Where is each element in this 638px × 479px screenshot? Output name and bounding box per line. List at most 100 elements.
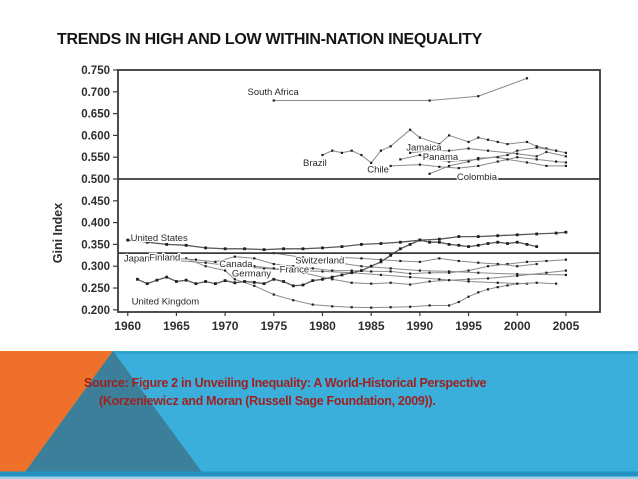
- series-point: [379, 242, 383, 245]
- series-point: [311, 279, 315, 283]
- y-axis-tick-label: 0.550: [81, 152, 110, 164]
- series-point: [447, 279, 451, 282]
- series-point: [350, 306, 353, 309]
- y-axis-tick-label: 0.600: [81, 130, 110, 142]
- slide-title: TRENDS IN HIGH AND LOW WITHIN-NATION INE…: [57, 31, 482, 48]
- series-point: [145, 240, 149, 244]
- series-point: [321, 153, 324, 157]
- series-point: [418, 136, 421, 139]
- series-point: [126, 238, 130, 242]
- series-point: [418, 163, 421, 166]
- series-point: [525, 161, 529, 164]
- series-point: [282, 247, 285, 251]
- series-point: [165, 275, 169, 279]
- series-point: [360, 257, 363, 260]
- x-axis-tick-label: 2000: [504, 319, 531, 333]
- series-point: [360, 153, 363, 157]
- series-point: [486, 242, 490, 245]
- series-point: [496, 240, 500, 244]
- series-point: [350, 149, 353, 152]
- series-point: [409, 283, 412, 286]
- series-point: [437, 240, 441, 244]
- series-point: [545, 271, 548, 274]
- country-label-canada: Canada: [219, 259, 253, 270]
- country-label-panama: Panama: [423, 152, 459, 163]
- series-point: [370, 282, 373, 285]
- series-point: [467, 269, 470, 272]
- series-point: [360, 269, 363, 272]
- series-point: [477, 261, 480, 264]
- country-label-france: France: [280, 265, 310, 276]
- country-label-south-africa: South Africa: [248, 87, 300, 98]
- series-point: [252, 280, 256, 284]
- series-point: [535, 155, 538, 158]
- series-point: [545, 150, 548, 154]
- series-point: [516, 156, 519, 159]
- series-point: [515, 233, 519, 237]
- series-point: [535, 145, 538, 148]
- country-label-brazil: Brazil: [303, 158, 327, 169]
- series-point: [262, 248, 266, 252]
- series-point: [535, 245, 539, 248]
- series-point: [486, 288, 490, 291]
- series-point: [535, 232, 539, 236]
- series-point: [389, 145, 392, 148]
- series-line-chile: [390, 156, 566, 169]
- series-point: [311, 303, 314, 306]
- series-point: [447, 304, 451, 307]
- source-citation: Source: Figure 2 in Unveiling Inequality…: [84, 374, 487, 410]
- series-point: [506, 284, 509, 287]
- series-point: [496, 286, 499, 289]
- y-axis-tick-label: 0.250: [81, 283, 110, 295]
- series-point: [379, 260, 383, 264]
- series-point: [477, 95, 480, 98]
- series-point: [292, 299, 295, 302]
- series-point: [428, 304, 431, 307]
- series-point: [418, 238, 422, 242]
- series-point: [175, 259, 178, 262]
- series-point: [291, 284, 295, 288]
- gini-chart: Gini Index 0.750 0.700 0.650 0.600 0.550 0.500…: [51, 65, 601, 333]
- series-point: [447, 160, 451, 163]
- series-point: [184, 278, 188, 282]
- x-axis-tick-label: 1995: [455, 319, 482, 333]
- series-point: [204, 246, 208, 250]
- series-point: [409, 276, 412, 279]
- series-point: [477, 291, 480, 294]
- series-point: [428, 149, 431, 152]
- x-axis-tick-label: 1965: [163, 319, 190, 333]
- series-point: [321, 246, 324, 250]
- series-point: [535, 146, 538, 149]
- series-point: [389, 281, 392, 284]
- y-axis-tick-label: 0.200: [81, 305, 110, 317]
- series-point: [165, 243, 169, 246]
- series-point: [399, 158, 402, 161]
- series-point: [272, 99, 275, 102]
- series-point: [389, 270, 392, 273]
- y-axis-tick-label: 0.650: [81, 109, 110, 121]
- y-axis-tick-label: 0.350: [81, 239, 110, 251]
- series-point: [311, 267, 314, 270]
- series-point: [496, 234, 500, 238]
- series-point: [243, 247, 246, 251]
- series-point: [350, 281, 353, 284]
- series-point: [486, 265, 490, 268]
- series-point: [331, 149, 334, 152]
- series-point: [506, 153, 509, 157]
- series-point: [516, 272, 519, 276]
- series-line-united-states: [127, 231, 566, 251]
- series-point: [564, 258, 568, 261]
- country-label-united-kingdom: United Kingdom: [132, 297, 200, 308]
- decoration-band: [0, 351, 638, 479]
- series-point: [204, 261, 207, 264]
- x-axis-tick-label: 2005: [553, 319, 580, 333]
- series-line-south-africa: [273, 77, 528, 101]
- series-point: [535, 158, 538, 161]
- series-point: [409, 305, 412, 308]
- series-point: [204, 265, 207, 268]
- series-point: [321, 270, 324, 273]
- series-point: [525, 260, 529, 263]
- series-point: [516, 152, 519, 155]
- series-point: [370, 161, 373, 164]
- series-point: [457, 259, 460, 263]
